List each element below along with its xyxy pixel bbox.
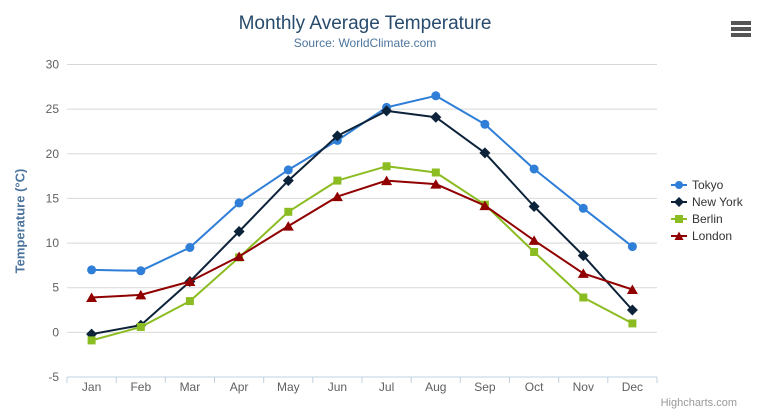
y-axis-label: 20 [46, 147, 60, 161]
series-line[interactable] [90, 165, 634, 342]
legend: Tokyo New York Berlin London [671, 177, 743, 243]
data-point-berlin-jul[interactable] [382, 162, 391, 171]
x-axis-label: May [277, 380, 300, 394]
legend-label: London [692, 228, 733, 243]
data-point-london-oct[interactable] [528, 235, 540, 245]
chart-subtitle: Source: WorldClimate.com [293, 36, 437, 50]
legend-marker-triangle-icon [671, 231, 687, 240]
data-point-new-york-aug[interactable] [430, 111, 442, 123]
data-point-berlin-aug[interactable] [431, 168, 440, 177]
chart-title: Monthly Average Temperature [238, 13, 492, 34]
data-point-london-aug[interactable] [430, 179, 442, 189]
legend-item-new-york[interactable]: New York [671, 194, 743, 209]
x-axis-label: Nov [573, 380, 594, 394]
data-point-tokyo-may[interactable] [283, 165, 293, 175]
series-line[interactable] [90, 94, 634, 272]
legend-marker-circle-icon [671, 180, 687, 189]
series-tokyo[interactable] [87, 91, 637, 276]
data-point-tokyo-nov[interactable] [578, 203, 588, 213]
y-axis-label: 30 [46, 58, 60, 72]
data-point-london-jul[interactable] [381, 175, 393, 186]
series-line[interactable] [90, 109, 634, 336]
context-menu-button[interactable] [729, 19, 753, 39]
hamburger-icon [731, 33, 751, 37]
data-point-new-york-apr[interactable] [233, 226, 245, 237]
data-point-berlin-jan[interactable] [87, 336, 96, 345]
series-new-york[interactable] [86, 105, 638, 340]
y-axis-label: 25 [46, 102, 60, 116]
data-point-london-nov[interactable] [577, 268, 589, 278]
y-axis-label: 15 [46, 191, 60, 205]
legend-item-london[interactable]: London [671, 228, 743, 243]
y-axis-label: -5 [48, 370, 59, 384]
data-point-tokyo-oct[interactable] [529, 164, 539, 174]
data-point-tokyo-jan[interactable] [87, 265, 97, 275]
data-point-london-feb[interactable] [135, 289, 147, 300]
credits-link[interactable]: Highcharts.com [660, 397, 737, 409]
x-axis-label: Jun [328, 380, 347, 394]
data-point-berlin-feb[interactable] [136, 323, 145, 331]
legend-item-berlin[interactable]: Berlin [671, 211, 743, 226]
data-point-berlin-dec[interactable] [628, 319, 637, 328]
legend-label: Berlin [692, 211, 723, 226]
x-axis-label: Jan [82, 380, 101, 394]
series-london[interactable] [86, 175, 638, 303]
data-point-new-york-may[interactable] [282, 175, 294, 187]
data-point-london-dec[interactable] [626, 284, 638, 295]
data-point-london-apr[interactable] [233, 251, 245, 262]
data-point-new-york-oct[interactable] [528, 201, 540, 212]
x-axis-label: Sep [474, 380, 496, 394]
data-point-new-york-sep[interactable] [479, 147, 491, 159]
legend-marker-square-icon [671, 214, 687, 223]
legend-label: New York [692, 194, 743, 209]
hamburger-icon [731, 27, 751, 31]
x-axis-label: Dec [622, 380, 643, 394]
x-axis-label: Oct [525, 380, 544, 394]
legend-label: Tokyo [692, 177, 724, 192]
series-line[interactable] [90, 179, 634, 299]
x-axis-label: Apr [230, 380, 249, 394]
data-point-new-york-dec[interactable] [626, 304, 638, 316]
data-point-berlin-oct[interactable] [530, 248, 539, 256]
data-point-london-jan[interactable] [86, 292, 98, 303]
legend-marker-diamond-icon [671, 196, 687, 207]
data-point-tokyo-sep[interactable] [480, 119, 490, 129]
x-axis-label: Aug [425, 380, 446, 394]
x-axis-label: Feb [130, 380, 151, 394]
data-point-new-york-jul[interactable] [381, 105, 393, 117]
data-point-london-sep[interactable] [479, 200, 491, 211]
y-axis-label: 0 [52, 325, 59, 339]
legend-item-tokyo[interactable]: Tokyo [671, 177, 743, 192]
hamburger-icon [731, 21, 751, 25]
data-point-new-york-nov[interactable] [577, 250, 589, 262]
data-point-tokyo-dec[interactable] [627, 242, 637, 252]
data-point-berlin-may[interactable] [284, 207, 293, 216]
y-axis-label: 10 [46, 236, 60, 250]
data-point-new-york-jun[interactable] [331, 130, 343, 142]
data-point-tokyo-aug[interactable] [431, 91, 441, 101]
x-axis-label: Jul [379, 380, 394, 394]
data-point-berlin-nov[interactable] [579, 293, 588, 302]
data-point-london-jun[interactable] [331, 191, 343, 202]
x-axis-label: Mar [180, 380, 201, 394]
data-point-berlin-jun[interactable] [333, 176, 342, 185]
data-point-tokyo-feb[interactable] [136, 266, 146, 276]
data-point-london-may[interactable] [282, 221, 294, 231]
y-axis-label: 5 [52, 281, 59, 295]
data-point-tokyo-apr[interactable] [234, 198, 244, 208]
data-point-london-mar[interactable] [184, 276, 196, 287]
data-point-berlin-mar[interactable] [185, 297, 194, 306]
data-point-tokyo-mar[interactable] [185, 243, 195, 252]
